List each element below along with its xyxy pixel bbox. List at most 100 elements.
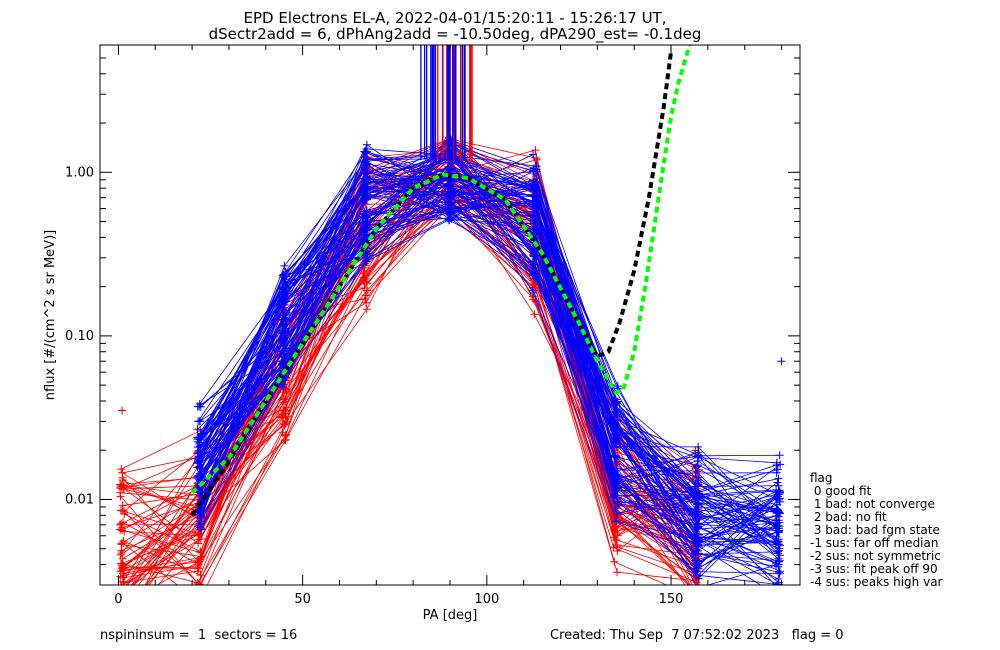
red-series-point [362, 305, 371, 314]
red-series-point [120, 507, 129, 516]
legend-item: -3 sus: fit peak off 90 [810, 562, 938, 576]
blue-series-line [197, 156, 778, 513]
blue-series-point [530, 213, 539, 222]
legend-item: -2 sus: not symmetric [810, 549, 941, 563]
blue-series-point [613, 397, 622, 406]
blue-series-point [775, 568, 784, 577]
blue-series-point [694, 540, 703, 549]
blue-series-point [612, 442, 621, 451]
blue-series-point [691, 492, 700, 501]
red-series-point [281, 409, 290, 418]
red-series-point [529, 279, 538, 288]
blue-series-point [774, 549, 783, 558]
red-series-point [692, 591, 700, 599]
outlier-point [777, 357, 786, 366]
blue-series-point [691, 511, 700, 520]
blue-series-line [199, 178, 777, 496]
red-series-point [119, 563, 128, 572]
legend-item: 2 bad: no fit [810, 510, 887, 524]
legend-item: -4 sus: peaks high var [810, 575, 943, 589]
red-series-point [610, 522, 619, 531]
blue-series-point [280, 300, 289, 309]
blue-series-point [531, 251, 540, 260]
legend-title: flag [810, 471, 833, 485]
red-series-point [280, 388, 288, 397]
blue-series-point [447, 215, 456, 224]
blue-series-point [612, 517, 621, 526]
blue-series-point [197, 525, 206, 534]
red-series-point [694, 581, 703, 585]
blue-series-line [197, 156, 779, 585]
blue-series-point [532, 272, 541, 281]
blue-series-point [772, 458, 781, 467]
blue-series-point [363, 147, 371, 156]
blue-series-line [200, 172, 779, 529]
blue-series-point [773, 518, 782, 527]
blue-series-point [530, 260, 539, 269]
blue-series-line [198, 160, 779, 540]
chart-title-line2: dSectr2add = 6, dPhAng2add = -10.50deg, … [208, 25, 702, 43]
blue-series-point [529, 219, 538, 228]
blue-series-point [281, 355, 289, 364]
red-series-point [692, 587, 700, 595]
blue-series-point [772, 500, 781, 509]
blue-series-point [771, 522, 780, 531]
blue-series-line [200, 178, 781, 520]
blue-series-point [196, 438, 205, 447]
blue-series-point [691, 467, 700, 475]
chart-title-line1: EPD Electrons EL-A, 2022-04-01/15:20:11 … [243, 9, 667, 27]
green-fit-curve [190, 45, 692, 495]
blue-series-point [359, 212, 368, 221]
blue-series-point [196, 510, 205, 519]
blue-series-point [693, 480, 702, 489]
blue-series-point [363, 218, 372, 227]
y-tick-label: 0.10 [65, 329, 94, 344]
blue-series-point [773, 478, 782, 487]
red-series-point [362, 274, 371, 283]
red-series-line [133, 166, 698, 585]
flag-legend: flag 0 good fit 1 bad: not converge 2 ba… [810, 472, 942, 589]
blue-series-point [532, 162, 541, 170]
blue-series-point [609, 493, 618, 502]
blue-series-point [279, 328, 288, 337]
blue-series-point [610, 466, 619, 475]
red-series-point [118, 501, 127, 510]
blue-series-point [776, 541, 784, 550]
red-series-point [609, 533, 618, 542]
blue-series-line [198, 166, 780, 501]
blue-series-point [774, 535, 783, 544]
blue-series-line [200, 179, 780, 572]
red-series-point [361, 291, 370, 300]
red-series-point [530, 310, 539, 319]
blue-series-point [691, 505, 700, 513]
blue-series-point [774, 474, 783, 483]
blue-series-point [609, 433, 618, 442]
blue-series-point [774, 506, 783, 515]
blue-series-point [360, 195, 369, 204]
blue-series-line [200, 149, 779, 522]
axis-layer: 0 50 100 150 0.01 0.10 1.00 PA [deg] nflux [#/(c… [43, 44, 800, 623]
red-series-point [196, 535, 205, 543]
blue-series-point [775, 567, 784, 576]
blue-series-point [196, 447, 205, 456]
blue-series-line [197, 195, 778, 527]
blue-series-line [200, 194, 781, 546]
legend-item: 0 good fit [810, 484, 872, 498]
blue-series-point [363, 186, 372, 195]
red-series-point [194, 539, 203, 548]
red-series-point [195, 598, 203, 606]
blue-series-point [529, 205, 538, 214]
footer-left: nspininsum = 1 sectors = 16 [100, 628, 298, 643]
blue-series-point [194, 457, 203, 466]
blue-series-line [200, 169, 779, 555]
blue-series-point [528, 196, 537, 205]
blue-series-point [613, 431, 622, 440]
red-series-point [197, 552, 206, 561]
blue-series-point [362, 157, 371, 166]
blue-series-point [361, 224, 370, 233]
red-series-point [117, 482, 126, 491]
blue-series-point [692, 491, 701, 500]
blue-series-point [194, 471, 203, 480]
red-series-point [120, 527, 129, 536]
